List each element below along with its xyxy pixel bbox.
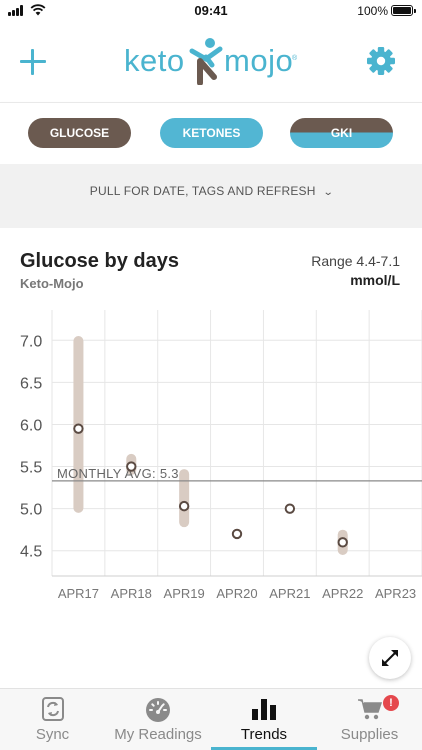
data-point bbox=[284, 503, 296, 514]
tab-gki[interactable]: GKI bbox=[290, 118, 393, 148]
add-reading-button[interactable] bbox=[20, 49, 46, 75]
nav-sync[interactable]: Sync bbox=[0, 689, 105, 750]
logo-text-keto: keto bbox=[124, 43, 185, 78]
status-time: 09:41 bbox=[194, 3, 228, 18]
measurement-type-tabs: GLUCOSE KETONES GKI bbox=[0, 102, 422, 164]
settings-gear-icon[interactable] bbox=[366, 46, 396, 76]
data-point bbox=[126, 461, 137, 472]
chevron-down-icon: ⌄ bbox=[322, 187, 334, 198]
expand-icon bbox=[382, 650, 398, 666]
x-tick-label: APR18 bbox=[111, 586, 152, 601]
logo-mark-icon bbox=[189, 38, 223, 85]
unit-label: mmol/L bbox=[350, 272, 400, 288]
app-header: keto mojo ® bbox=[0, 22, 422, 102]
sync-icon bbox=[41, 697, 64, 721]
data-point bbox=[337, 537, 348, 548]
y-tick-label: 5.5 bbox=[20, 460, 42, 477]
monthly-average-label: MONTHLY AVG: 5.3 bbox=[57, 466, 179, 481]
x-tick-label: APR20 bbox=[216, 586, 257, 601]
data-point bbox=[178, 500, 190, 512]
keto-mojo-logo: keto mojo ® bbox=[120, 37, 300, 87]
range-bar bbox=[179, 469, 190, 528]
bar-chart-icon bbox=[252, 699, 276, 720]
nav-my-readings-label: My Readings bbox=[114, 726, 202, 743]
pull-refresh-label: PULL FOR DATE, TAGS AND REFRESH ⌄ bbox=[0, 184, 422, 198]
nav-supplies[interactable]: ! Supplies bbox=[317, 689, 422, 750]
data-point bbox=[73, 423, 84, 434]
expand-chart-button[interactable] bbox=[369, 637, 411, 679]
nav-supplies-label: Supplies bbox=[340, 726, 399, 743]
logo-trademark: ® bbox=[292, 55, 298, 62]
status-bar: 09:41 100% bbox=[0, 0, 422, 22]
x-tick-label: APR22 bbox=[322, 586, 363, 601]
cart-icon bbox=[357, 699, 382, 720]
tab-ketones[interactable]: KETONES bbox=[160, 118, 263, 148]
range-label: Range 4.4-7.1 bbox=[311, 253, 400, 269]
y-tick-label: 6.5 bbox=[20, 375, 42, 392]
nav-trends-label: Trends bbox=[240, 726, 288, 743]
y-tick-label: 4.5 bbox=[20, 544, 42, 561]
glucose-by-days-chart[interactable]: 7.0 6.5 6.0 5.5 5.0 4.5 APR17 APR18 APR19 APR20 AP… bbox=[0, 300, 422, 610]
y-tick-label: 5.0 bbox=[20, 502, 42, 519]
pull-to-refresh-bar[interactable]: PULL FOR DATE, TAGS AND REFRESH ⌄ bbox=[0, 164, 422, 228]
battery-icon bbox=[391, 5, 416, 16]
nav-my-readings[interactable]: My Readings bbox=[105, 689, 211, 750]
nav-trends[interactable]: Trends bbox=[211, 689, 317, 750]
cellular-signal-icon bbox=[8, 5, 26, 16]
gauge-icon bbox=[146, 698, 170, 722]
x-tick-label: APR21 bbox=[269, 586, 310, 601]
nav-sync-label: Sync bbox=[35, 726, 70, 743]
active-tab-indicator bbox=[211, 747, 317, 750]
x-tick-label: APR23 bbox=[375, 586, 416, 601]
data-point bbox=[231, 528, 243, 540]
pull-refresh-text: PULL FOR DATE, TAGS AND REFRESH bbox=[89, 184, 316, 198]
y-tick-label: 7.0 bbox=[20, 333, 42, 350]
x-tick-label: APR19 bbox=[164, 586, 205, 601]
battery-percentage: 100% bbox=[357, 4, 388, 18]
wifi-icon bbox=[30, 4, 46, 16]
bottom-navigation: Sync My Readings Trends ! Supplies bbox=[0, 688, 422, 750]
chart-subtitle: Keto-Mojo bbox=[20, 276, 84, 291]
tab-glucose[interactable]: GLUCOSE bbox=[28, 118, 131, 148]
x-tick-label: APR17 bbox=[58, 586, 99, 601]
chart-title: Glucose by days bbox=[20, 250, 179, 272]
supplies-alert-badge: ! bbox=[383, 695, 399, 711]
y-tick-label: 6.0 bbox=[20, 417, 42, 434]
logo-text-mojo: mojo bbox=[224, 43, 294, 78]
